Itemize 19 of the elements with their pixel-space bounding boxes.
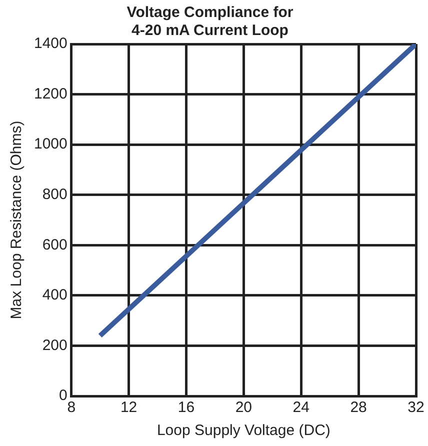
y-tick-label: 800 (42, 186, 68, 203)
y-tick-label: 600 (42, 236, 68, 254)
x-axis-title: Loop Supply Voltage (DC) (156, 422, 330, 440)
x-tick-label: 28 (350, 399, 367, 416)
y-tick-label: 1000 (34, 136, 68, 153)
x-tick-label: 20 (235, 399, 252, 416)
x-tick-label: 8 (67, 399, 76, 416)
x-tick-label: 16 (178, 399, 195, 416)
y-tick-label: 1200 (34, 85, 68, 102)
y-tick-label: 1400 (34, 35, 68, 52)
y-tick-label: 200 (42, 336, 68, 354)
text: Voltage Compliance for (126, 4, 294, 22)
x-tick-label: 12 (120, 399, 138, 416)
text: 4-20 mA Current Loop (132, 22, 288, 40)
y-tick-label: 0 (59, 387, 68, 404)
y-tick-label: 400 (42, 286, 68, 304)
x-tick-label: 24 (292, 399, 310, 416)
x-tick-label: 32 (408, 399, 424, 416)
y-axis-title: Max Loop Resistance (Ohms) (8, 120, 26, 320)
